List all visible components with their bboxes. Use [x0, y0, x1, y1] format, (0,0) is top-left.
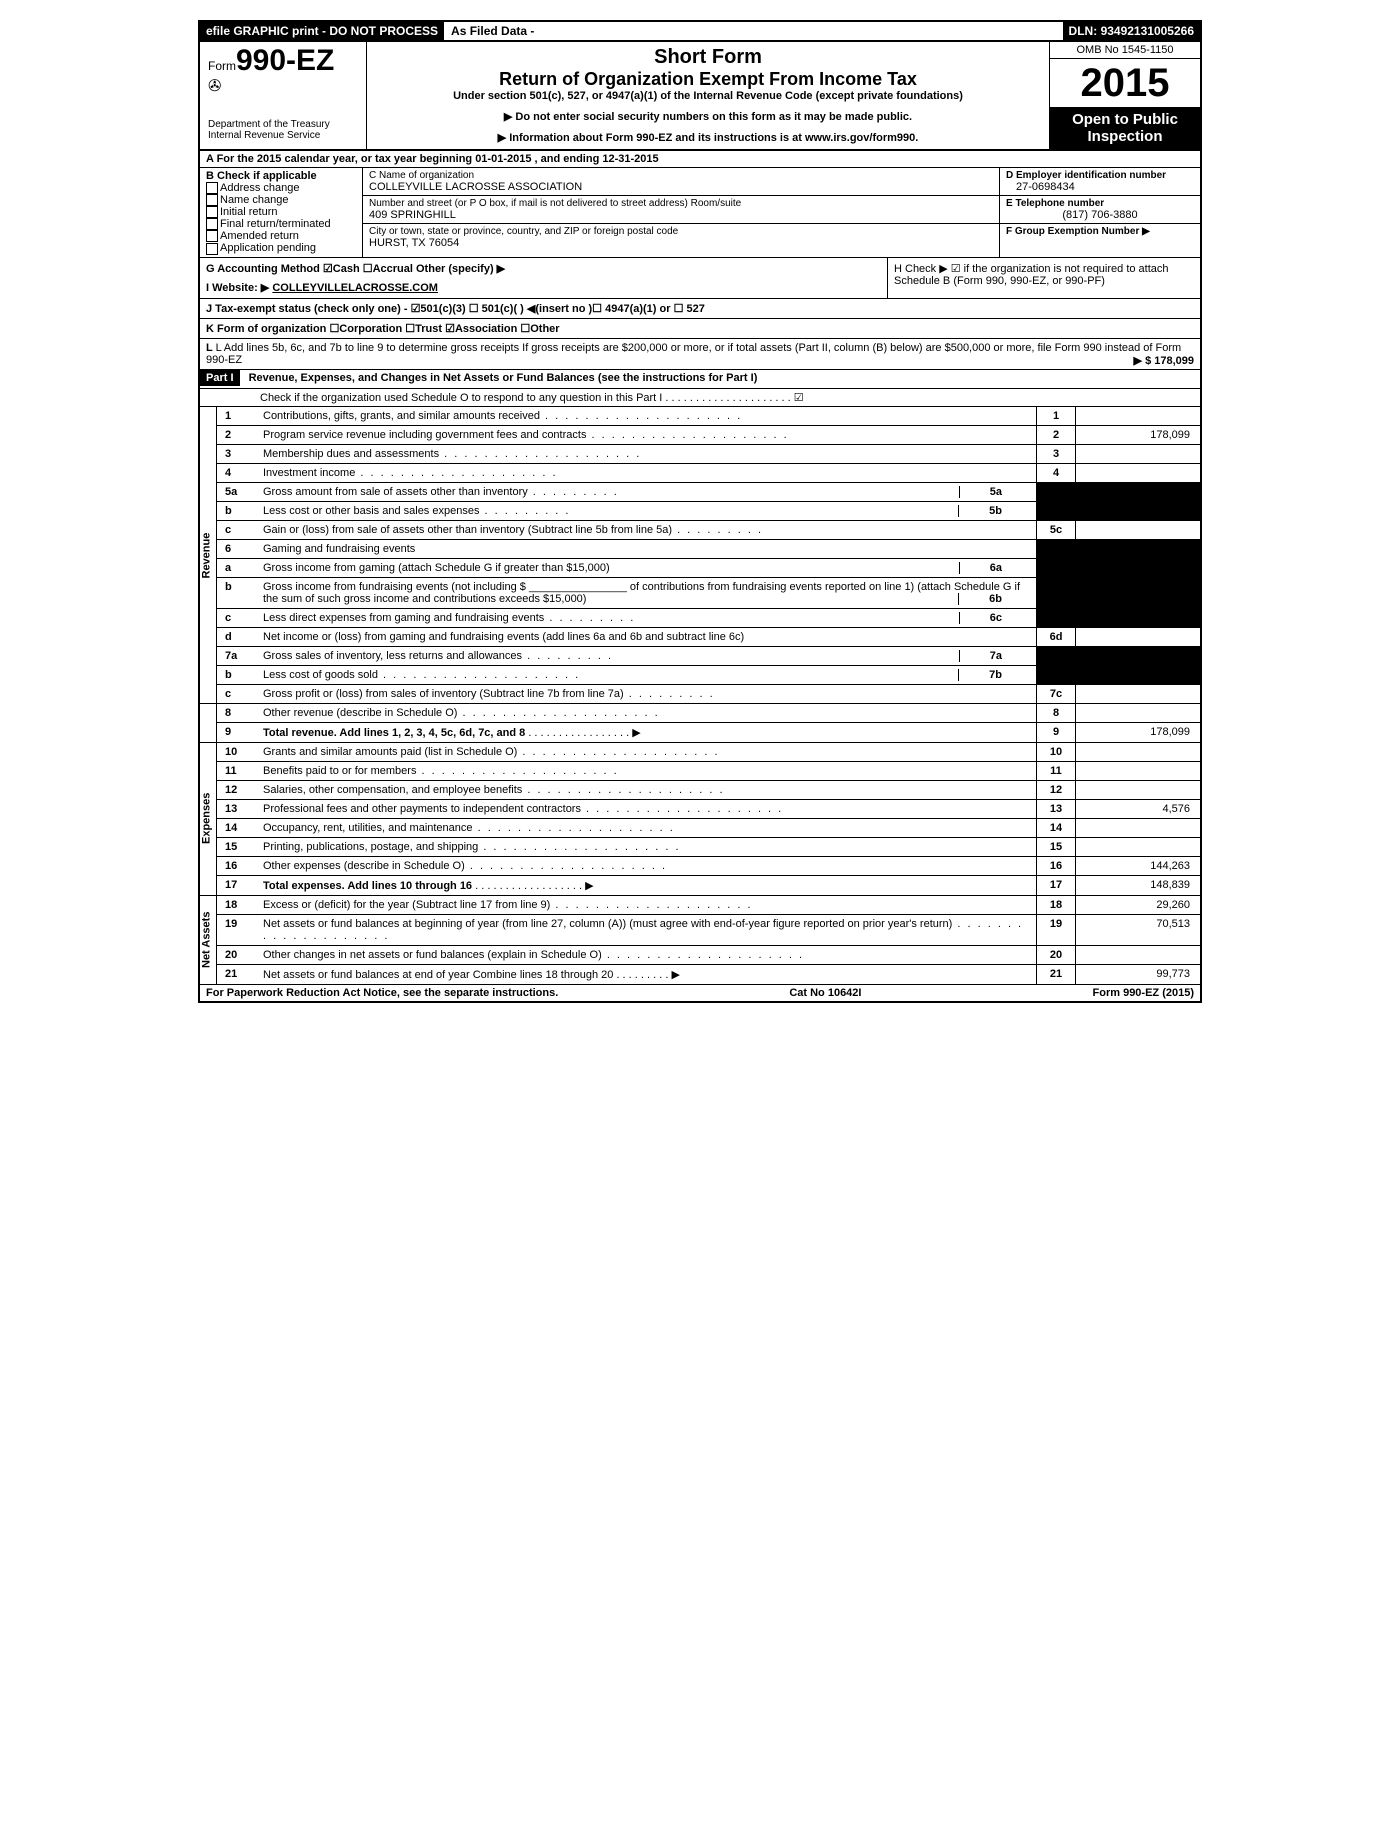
row-a-tax-year: A For the 2015 calendar year, or tax yea…	[200, 151, 1200, 168]
line-6d: dNet income or (loss) from gaming and fu…	[200, 627, 1200, 646]
subtitle: Under section 501(c), 527, or 4947(a)(1)…	[375, 90, 1041, 102]
dln: DLN: 93492131005266	[1063, 22, 1200, 40]
part-1-header: Part I Revenue, Expenses, and Changes in…	[200, 370, 1200, 389]
c-name: C Name of organization COLLEYVILLE LACRO…	[363, 168, 999, 196]
line-g-h: G Accounting Method ☑Cash ☐Accrual Other…	[200, 258, 1200, 299]
f-group-exemption: F Group Exemption Number ▶	[1000, 224, 1200, 239]
tax-year: 2015	[1050, 59, 1200, 107]
line-7a: 7a Gross sales of inventory, less return…	[200, 646, 1200, 665]
line-2: 2Program service revenue including gover…	[200, 425, 1200, 444]
form-prefix: Form	[208, 59, 236, 73]
dept-treasury: Department of the Treasury Internal Reve…	[208, 119, 358, 141]
line-h-schedule-b: H Check ▶ ☑ if the organization is not r…	[888, 258, 1200, 298]
line-4: 4Investment income 4	[200, 463, 1200, 482]
cb-application-pending[interactable]: Application pending	[206, 242, 356, 254]
line-k-org-form: K Form of organization ☐Corporation ☐Tru…	[200, 319, 1200, 339]
line-9: 9Total revenue. Add lines 1, 2, 3, 4, 5c…	[200, 722, 1200, 742]
open-to-public: Open to Public Inspection	[1050, 107, 1200, 149]
top-bar: efile GRAPHIC print - DO NOT PROCESS As …	[200, 22, 1200, 42]
notice-info: ▶ Information about Form 990-EZ and its …	[375, 131, 1041, 144]
line-j-tax-status: J Tax-exempt status (check only one) - ☑…	[200, 299, 1200, 319]
line-14: 14Occupancy, rent, utilities, and mainte…	[200, 818, 1200, 837]
part-1-title: Revenue, Expenses, and Changes in Net As…	[243, 372, 758, 384]
line-3: 3Membership dues and assessments 3	[200, 444, 1200, 463]
col-b-check: B Check if applicable Address change Nam…	[200, 168, 363, 257]
line-18: Net Assets 18Excess or (deficit) for the…	[200, 895, 1200, 914]
cb-address-change[interactable]: Address change	[206, 182, 356, 194]
b-title: B Check if applicable	[206, 170, 356, 182]
omb-number: OMB No 1545-1150	[1050, 42, 1200, 59]
cb-name-change[interactable]: Name change	[206, 194, 356, 206]
c-address: Number and street (or P O box, if mail i…	[363, 196, 999, 224]
side-revenue: Revenue	[200, 407, 217, 704]
footer: For Paperwork Reduction Act Notice, see …	[200, 985, 1200, 1001]
line-10: Expenses 10Grants and similar amounts pa…	[200, 742, 1200, 761]
line-16: 16Other expenses (describe in Schedule O…	[200, 856, 1200, 875]
line-5a: 5a Gross amount from sale of assets othe…	[200, 482, 1200, 501]
line-6: 6Gaming and fundraising events	[200, 539, 1200, 558]
line-g-accounting: G Accounting Method ☑Cash ☐Accrual Other…	[200, 258, 888, 298]
side-expenses: Expenses	[200, 742, 217, 895]
line-11: 11Benefits paid to or for members 11	[200, 761, 1200, 780]
line-12: 12Salaries, other compensation, and empl…	[200, 780, 1200, 799]
line-6c: c Less direct expenses from gaming and f…	[200, 608, 1200, 627]
footer-paperwork: For Paperwork Reduction Act Notice, see …	[206, 987, 558, 999]
cb-initial-return[interactable]: Initial return	[206, 206, 356, 218]
spacer	[541, 22, 1062, 40]
title-short-form: Short Form	[375, 46, 1041, 69]
notice-ssn: ▶ Do not enter social security numbers o…	[375, 110, 1041, 123]
line-7c: cGross profit or (loss) from sales of in…	[200, 684, 1200, 703]
lines-table: Revenue 1Contributions, gifts, grants, a…	[200, 407, 1200, 985]
header-center: Short Form Return of Organization Exempt…	[367, 42, 1049, 149]
website-link[interactable]: COLLEYVILLELACROSSE.COM	[272, 282, 438, 294]
header-left: Form990-EZ ✇ Department of the Treasury …	[200, 42, 367, 149]
line-15: 15Printing, publications, postage, and s…	[200, 837, 1200, 856]
line-19: 19Net assets or fund balances at beginni…	[200, 914, 1200, 945]
line-17: 17Total expenses. Add lines 10 through 1…	[200, 875, 1200, 895]
irs-link[interactable]: www.irs.gov/form990	[805, 132, 915, 144]
line-6b: b Gross income from fundraising events (…	[200, 577, 1200, 608]
c-city: City or town, state or province, country…	[363, 224, 999, 251]
as-filed-label: As Filed Data -	[445, 22, 541, 40]
title-return: Return of Organization Exempt From Incom…	[375, 69, 1041, 90]
line-20: 20Other changes in net assets or fund ba…	[200, 945, 1200, 964]
line-13: 13Professional fees and other payments t…	[200, 799, 1200, 818]
line-21: 21Net assets or fund balances at end of …	[200, 964, 1200, 984]
footer-cat-no: Cat No 10642I	[789, 987, 861, 999]
cb-final-return[interactable]: Final return/terminated	[206, 218, 356, 230]
header: Form990-EZ ✇ Department of the Treasury …	[200, 42, 1200, 151]
line-l-gross-receipts: L L Add lines 5b, 6c, and 7b to line 9 t…	[200, 339, 1200, 370]
line-7b: b Less cost of goods sold 7b	[200, 665, 1200, 684]
cb-amended-return[interactable]: Amended return	[206, 230, 356, 242]
line-8: 8Other revenue (describe in Schedule O) …	[200, 703, 1200, 722]
line-i-label: I Website: ▶	[206, 282, 269, 294]
efile-notice: efile GRAPHIC print - DO NOT PROCESS	[200, 22, 445, 40]
form-number: 990-EZ	[236, 44, 334, 77]
line-l-amount: ▶ $ 178,099	[1134, 354, 1194, 367]
header-right: OMB No 1545-1150 2015 Open to Public Ins…	[1049, 42, 1200, 149]
form-990ez-page: efile GRAPHIC print - DO NOT PROCESS As …	[198, 20, 1202, 1003]
col-def: D Employer identification number 27-0698…	[999, 168, 1200, 257]
line-1: Revenue 1Contributions, gifts, grants, a…	[200, 407, 1200, 426]
line-5c: cGain or (loss) from sale of assets othe…	[200, 520, 1200, 539]
footer-form-no: Form 990-EZ (2015)	[1093, 987, 1194, 999]
line-5b: b Less cost or other basis and sales exp…	[200, 501, 1200, 520]
line-6a: a Gross income from gaming (attach Sched…	[200, 558, 1200, 577]
col-c-org: C Name of organization COLLEYVILLE LACRO…	[363, 168, 999, 257]
part-1-label: Part I	[200, 370, 240, 386]
part-1-check-o: Check if the organization used Schedule …	[200, 389, 1200, 407]
d-ein: D Employer identification number 27-0698…	[1000, 168, 1200, 196]
side-net-assets: Net Assets	[200, 895, 217, 984]
section-b-c-d: B Check if applicable Address change Nam…	[200, 168, 1200, 258]
e-phone: E Telephone number (817) 706-3880	[1000, 196, 1200, 224]
